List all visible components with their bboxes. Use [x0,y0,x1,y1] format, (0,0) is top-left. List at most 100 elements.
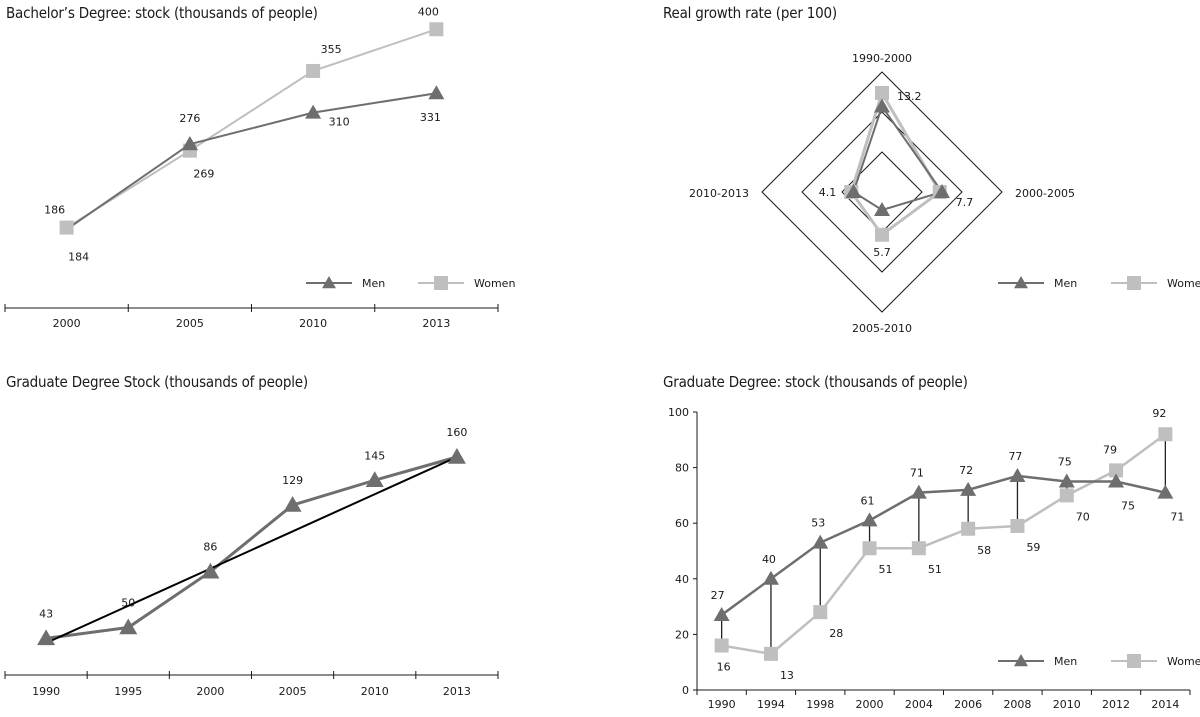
series-point [37,629,56,646]
women-point [813,605,828,620]
women-data-label: 13 [780,669,794,682]
women-data-label: 51 [928,563,942,576]
x-tick-label: 2005 [279,685,307,698]
women-point [1158,427,1173,442]
women-data-label: 58 [977,544,991,557]
men-data-label: 72 [959,464,973,477]
legend-men-marker [1014,654,1028,667]
men-point [874,202,890,216]
y-tick-label: 40 [675,573,689,586]
women-series-line [66,28,437,229]
data-label: 310 [329,116,350,129]
women-point [875,86,889,100]
men-point [845,184,862,198]
radar-axis-label: 2010-2013 [689,187,749,200]
y-tick-label: 0 [682,684,689,697]
men-point [910,484,927,499]
data-label: 129 [282,474,303,487]
x-tick-label: 2010 [361,685,389,698]
x-tick-label: 1998 [806,698,834,711]
data-label: 145 [364,449,385,462]
series-point [365,471,384,487]
legend-women-marker [1127,654,1141,668]
men-point [1009,467,1026,482]
legend-men-marker [322,276,336,289]
radar-gridline [801,111,963,273]
women-point [1010,518,1025,533]
women-data-label: 51 [879,563,893,576]
men-data-label: 40 [762,553,776,566]
men-data-label: 77 [1008,450,1022,463]
women-data-label: 16 [717,661,731,674]
men-series-line [66,92,437,231]
women-data-label: 92 [1152,407,1166,420]
radar-axis-label: 1990-2000 [852,52,912,65]
men-point [1157,484,1174,499]
women-point [1109,463,1124,478]
men-series-line [720,474,1166,616]
x-tick-label: 2010 [299,317,327,330]
legend-women-label: Women [474,277,515,290]
legend-men-marker [1014,276,1028,289]
data-label: 276 [179,112,200,125]
women-point [911,541,926,556]
men-point [762,570,779,585]
women-point [763,646,778,661]
series-point [119,618,138,635]
men-data-label: 27 [711,589,725,602]
data-label: 50 [121,597,135,610]
x-tick-label: 2013 [443,685,471,698]
women-point [306,63,321,78]
x-tick-label: 2008 [1003,698,1031,711]
series-point [201,562,220,579]
x-tick-label: 2000 [53,317,81,330]
data-label: 43 [39,607,53,620]
x-tick-label: 2012 [1102,698,1130,711]
legend-women-marker [434,276,448,290]
women-point [59,220,74,235]
series-line [45,455,458,640]
gradgender-chart-title: Graduate Degree: stock (thousands of peo… [663,373,968,391]
y-tick-label: 60 [675,517,689,530]
x-tick-label: 2000 [856,698,884,711]
women-data-label: 28 [829,627,843,640]
women-point [1059,488,1074,503]
men-point [812,534,829,549]
men-point [874,98,890,113]
women-point [875,227,889,242]
men-point [305,104,322,119]
women-point [862,541,877,556]
women-series-line [721,433,1167,656]
data-label: 13.2 [897,90,922,103]
legend-men-label: Men [1054,655,1077,668]
legend-men-label: Men [1054,277,1077,290]
data-label: 160 [446,426,467,439]
x-tick-label: 2000 [196,685,224,698]
women-data-label: 59 [1026,541,1040,554]
men-data-label: 75 [1121,500,1135,513]
men-point [1108,473,1125,488]
men-data-label: 61 [861,494,875,507]
men-point [1058,473,1075,488]
data-label: 269 [193,168,214,181]
men-data-label: 71 [910,467,924,480]
women-point [429,22,444,37]
graduate-chart-title: Graduate Degree Stock (thousands of peop… [6,373,308,391]
legend-men-label: Men [362,277,385,290]
data-label: 86 [203,541,217,554]
series-point [447,448,466,464]
legend-women-label: Women [1167,655,1200,668]
data-label: 184 [68,250,89,263]
men-data-label: 75 [1058,456,1072,469]
data-label: 400 [418,5,439,18]
men-point [428,85,445,100]
x-tick-label: 2005 [176,317,204,330]
men-point [934,184,950,198]
data-label: 7.7 [956,196,974,209]
men-data-label: 71 [1170,511,1184,524]
trendline [45,456,458,644]
data-label: 355 [321,43,342,56]
